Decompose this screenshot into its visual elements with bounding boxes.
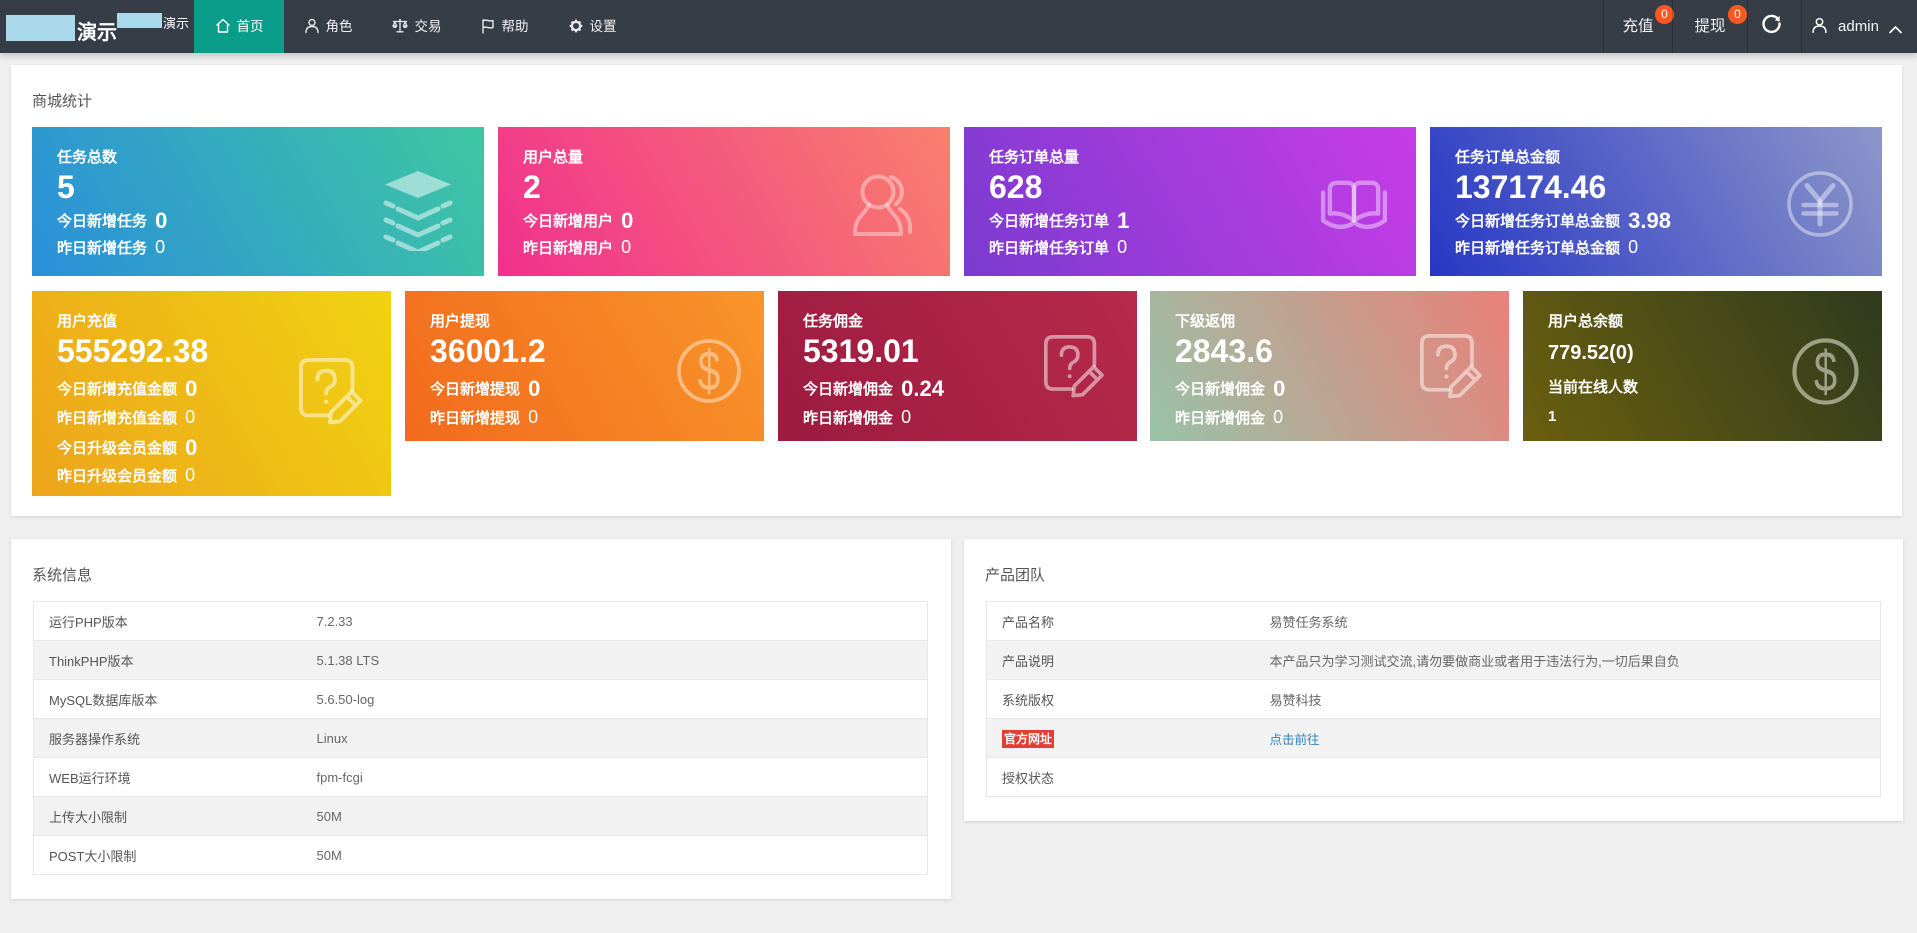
svg-text:$: $ [1814, 340, 1837, 404]
svg-text:$: $ [698, 340, 721, 403]
